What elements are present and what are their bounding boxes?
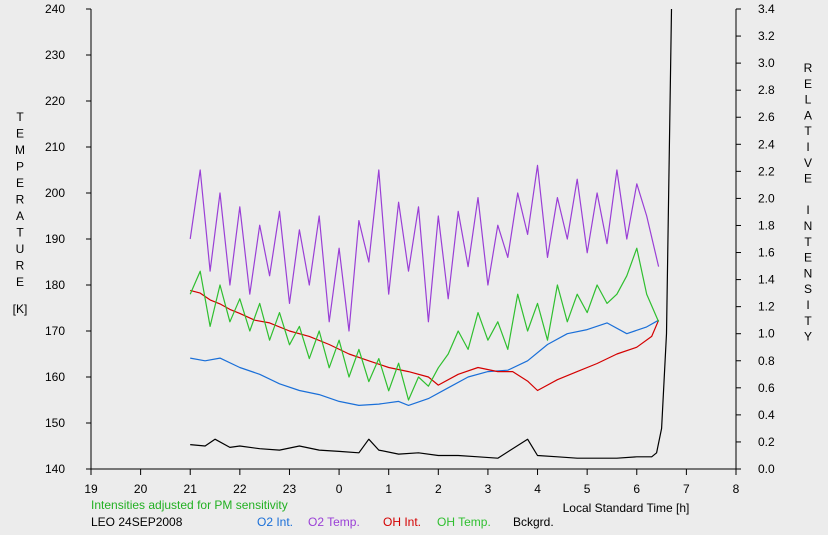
x-tick-label: 0 [336,482,343,496]
sensitivity-note: Intensities adjusted for PM sensitivity [91,498,288,512]
axis-label-letter: T [804,124,812,138]
left-tick-label: 170 [45,324,65,338]
axis-label-letter: E [16,127,24,141]
right-tick-label: 0.4 [758,408,775,422]
right-tick-label: 2.8 [758,83,775,97]
x-tick-label: 6 [633,482,640,496]
legend: O2 Int. O2 Temp. OH Int. OH Temp. Bckgrd. [257,515,554,529]
x-axis-label: Local Standard Time [h] [563,501,690,515]
axis-label-letter: V [804,156,812,170]
axis-label-letter: N [804,266,813,280]
series-oh-int-line [190,289,660,392]
left-tick-label: 190 [45,232,65,246]
right-tick-label: 1.0 [758,327,775,341]
right-tick-label: 2.6 [758,110,775,124]
axis-label-letter: N [804,219,813,233]
station-date-label: LEO 24SEP2008 [91,515,183,529]
x-tick-label: 21 [184,482,198,496]
axis-label-letter: S [804,282,812,296]
x-tick-label: 2 [435,482,442,496]
axis-label-letter: L [805,93,812,107]
axis-label-letter: R [804,61,813,75]
axis-label-letter: I [806,203,809,217]
axis-label-letter: I [806,298,809,312]
axis-label-letter: R [16,259,25,273]
axis-label-letter: E [16,275,24,289]
x-axis-ticks: 19 20 21 22 23 0 1 2 3 4 5 6 7 8 [84,469,740,496]
left-tick-label: 200 [45,186,65,200]
axis-label-letter: E [804,172,812,186]
series-o2-int-line [190,319,659,406]
axis-label-letter: T [16,226,24,240]
legend-entry: OH Int. [383,515,421,529]
plot-area [189,8,673,459]
x-tick-label: 5 [584,482,591,496]
axis-label-letter: T [804,314,812,328]
series-oh-temp-line [189,247,660,401]
x-tick-label: 19 [84,482,98,496]
left-tick-label: 210 [45,140,65,154]
right-axis-ticks: 0.0 0.2 0.4 0.6 0.8 1.0 1.2 1.4 1.6 1.8 2.0 2.2 2.4 2… [736,2,775,476]
right-tick-label: 1.2 [758,300,775,314]
right-tick-label: 2.0 [758,191,775,205]
x-tick-label: 4 [534,482,541,496]
x-tick-label: 8 [733,482,740,496]
x-tick-label: 22 [233,482,247,496]
right-tick-label: 3.2 [758,29,775,43]
right-tick-label: 3.4 [758,2,775,16]
left-tick-label: 240 [45,2,65,16]
left-tick-label: 220 [45,94,65,108]
right-tick-label: 2.2 [758,164,775,178]
axis-label-letter: M [15,143,25,157]
right-tick-label: 1.4 [758,273,775,287]
left-axis-ticks: 140 150 160 170 180 190 200 210 220 230 240 [45,2,91,476]
right-tick-label: 0.2 [758,435,775,449]
axis-label-letter: T [16,110,24,124]
x-tick-label: 20 [134,482,148,496]
right-tick-label: 3.0 [758,56,775,70]
axis-label-letter: E [804,77,812,91]
left-tick-label: 150 [45,416,65,430]
x-tick-label: 3 [485,482,492,496]
axis-label-letter: A [16,209,24,223]
left-tick-label: 140 [45,462,65,476]
axis-label-letter: Y [804,330,812,344]
right-tick-label: 1.6 [758,246,775,260]
right-tick-label: 0.6 [758,381,775,395]
x-tick-label: 7 [683,482,690,496]
axis-label-letter: T [804,235,812,249]
axis-label-letter: P [16,160,24,174]
legend-entry: O2 Temp. [308,515,360,529]
axis-label-letter: R [16,193,25,207]
axis-label-letter: E [804,251,812,265]
right-tick-label: 1.8 [758,218,775,232]
left-tick-label: 160 [45,370,65,384]
series-o2-temp-line [189,164,660,332]
left-tick-label: 180 [45,278,65,292]
axis-label-letter: A [804,108,812,122]
right-tick-label: 0.0 [758,462,775,476]
legend-entry: OH Temp. [437,515,491,529]
left-axis-unit: [K] [13,302,28,316]
right-tick-label: 0.8 [758,354,775,368]
x-tick-label: 1 [385,482,392,496]
x-tick-label: 23 [283,482,297,496]
right-tick-label: 2.4 [758,137,775,151]
legend-entry: O2 Int. [257,515,293,529]
left-tick-label: 230 [45,48,65,62]
axis-label-letter: U [16,242,25,256]
axis-label-letter: E [16,176,24,190]
axis-label-letter: I [806,140,809,154]
series-bckgrd-line [190,8,673,459]
legend-entry: Bckgrd. [513,515,554,529]
